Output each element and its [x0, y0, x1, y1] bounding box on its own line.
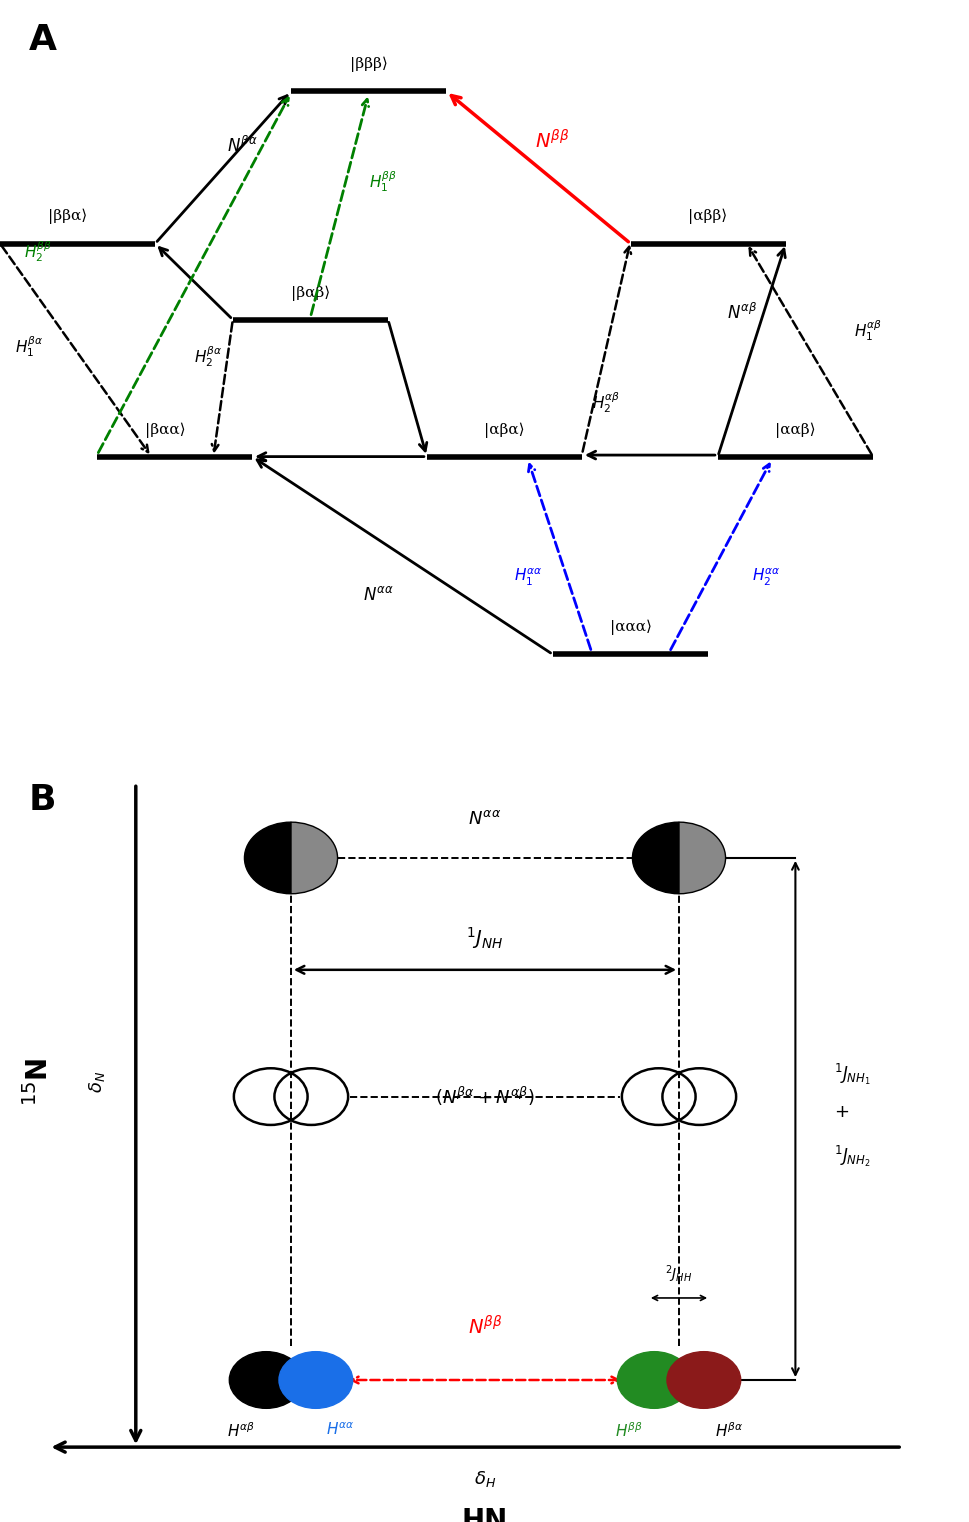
Text: $H^{\alpha\beta}$: $H^{\alpha\beta}$	[227, 1422, 255, 1440]
Text: $H^{\beta\alpha}$: $H^{\beta\alpha}$	[714, 1422, 742, 1440]
Text: |ββα⟩: |ββα⟩	[48, 209, 87, 224]
Text: $H_2^{\beta\alpha}$: $H_2^{\beta\alpha}$	[194, 344, 223, 370]
Text: $H^{\beta\beta}$: $H^{\beta\beta}$	[614, 1422, 642, 1440]
Circle shape	[667, 1352, 740, 1408]
Text: $\delta_H$: $\delta_H$	[474, 1470, 495, 1490]
Text: $H_1^{\beta\alpha}$: $H_1^{\beta\alpha}$	[15, 333, 43, 359]
Wedge shape	[678, 822, 725, 893]
Text: $H_2^{\alpha\beta}$: $H_2^{\alpha\beta}$	[592, 390, 619, 414]
Wedge shape	[291, 822, 337, 893]
Text: $(N^{\beta\alpha}+N^{\alpha\beta})$: $(N^{\beta\alpha}+N^{\alpha\beta})$	[435, 1085, 534, 1108]
Text: $^1J_{NH}$: $^1J_{NH}$	[466, 925, 503, 951]
Text: $\delta_N$: $\delta_N$	[87, 1070, 107, 1093]
Text: $N^{\alpha\beta}$: $N^{\alpha\beta}$	[726, 303, 757, 323]
Text: $^{15}$N: $^{15}$N	[24, 1058, 53, 1106]
Text: $N^{\beta\beta}$: $N^{\beta\beta}$	[535, 129, 570, 152]
Text: |βαα⟩: |βαα⟩	[144, 422, 185, 438]
Text: $H_2^{\alpha\alpha}$: $H_2^{\alpha\alpha}$	[751, 566, 780, 587]
Wedge shape	[632, 822, 678, 893]
Text: $H_1^{\beta\beta}$: $H_1^{\beta\beta}$	[369, 169, 396, 193]
Text: $^1J_{NH_2}$: $^1J_{NH_2}$	[833, 1143, 870, 1169]
Text: A: A	[29, 23, 57, 56]
Wedge shape	[244, 822, 291, 893]
Text: |αββ⟩: |αββ⟩	[688, 209, 727, 224]
Text: |ααβ⟩: |ααβ⟩	[774, 422, 815, 438]
Text: $H_1^{\alpha\beta}$: $H_1^{\alpha\beta}$	[853, 318, 881, 344]
Text: HN: HN	[461, 1507, 508, 1522]
Text: |βββ⟩: |βββ⟩	[349, 56, 388, 72]
Text: $N^{\beta\beta}$: $N^{\beta\beta}$	[467, 1317, 502, 1339]
Text: $+$: $+$	[833, 1102, 849, 1120]
Text: $N^{\alpha\alpha}$: $N^{\alpha\alpha}$	[468, 810, 501, 828]
Text: $N^{\beta\alpha}$: $N^{\beta\alpha}$	[227, 135, 258, 157]
Text: $H^{\alpha\alpha}$: $H^{\alpha\alpha}$	[326, 1422, 355, 1438]
Text: |ααα⟩: |ααα⟩	[609, 619, 651, 636]
Text: $^1J_{NH_1}$: $^1J_{NH_1}$	[833, 1062, 870, 1087]
Text: $N^{\alpha\alpha}$: $N^{\alpha\alpha}$	[362, 586, 393, 604]
Text: |βαβ⟩: |βαβ⟩	[291, 285, 329, 301]
Circle shape	[616, 1352, 690, 1408]
Text: B: B	[29, 784, 56, 817]
Circle shape	[229, 1352, 302, 1408]
Text: $^2J_{HH}$: $^2J_{HH}$	[665, 1263, 692, 1285]
Text: $H_2^{\beta\beta}$: $H_2^{\beta\beta}$	[24, 239, 52, 263]
Text: |αβα⟩: |αβα⟩	[484, 422, 524, 438]
Circle shape	[279, 1352, 353, 1408]
Text: $H_1^{\alpha\alpha}$: $H_1^{\alpha\alpha}$	[514, 566, 543, 587]
